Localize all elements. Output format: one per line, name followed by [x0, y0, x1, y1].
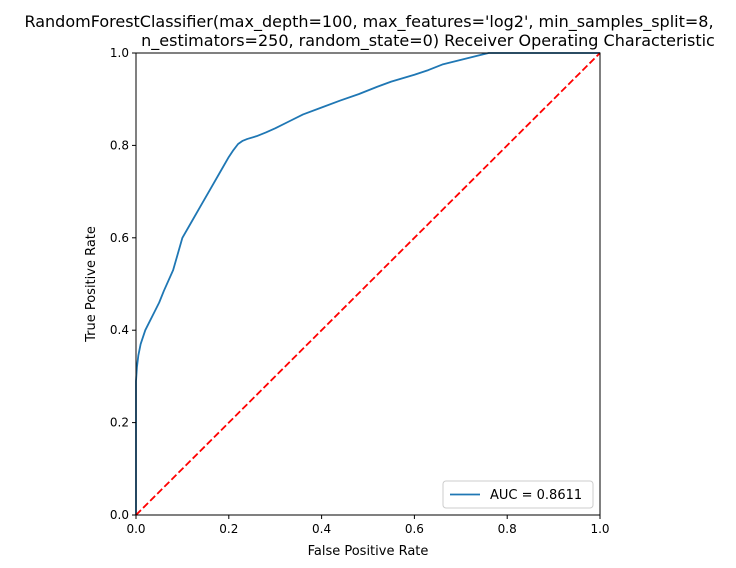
x-axis-ticks: 0.0 0.2 0.4 0.6 0.8 1.0 — [126, 515, 610, 536]
chart-title-line-2: n_estimators=250, random_state=0) Receiv… — [141, 31, 715, 51]
x-axis-label: False Positive Rate — [308, 544, 429, 559]
y-tick-label: 0.0 — [110, 508, 129, 522]
x-tick-label: 1.0 — [590, 522, 609, 536]
chance-diagonal-line — [135, 52, 601, 516]
plot-frame — [135, 52, 601, 516]
y-tick-label: 0.8 — [110, 138, 129, 152]
x-tick-label: 0.4 — [312, 522, 331, 536]
x-tick-label: 0.0 — [126, 522, 145, 536]
legend-box — [442, 480, 594, 509]
y-tick-label: 0.6 — [110, 231, 129, 245]
y-tick-label: 0.2 — [110, 416, 129, 430]
y-axis-label: True Positive Rate — [84, 226, 99, 343]
y-tick-label: 1.0 — [110, 46, 129, 60]
x-tick-label: 0.8 — [498, 522, 517, 536]
plot-lines — [135, 52, 601, 516]
x-tick-label: 0.6 — [405, 522, 424, 536]
x-tick-label: 0.2 — [219, 522, 238, 536]
roc-curve-line — [135, 52, 600, 515]
y-axis-ticks: 0.0 0.2 0.4 0.6 0.8 1.0 — [110, 46, 136, 522]
legend: AUC = 0.8611 — [442, 480, 594, 509]
chart-title-line-1: RandomForestClassifier(max_depth=100, ma… — [24, 12, 713, 32]
y-tick-label: 0.4 — [110, 323, 129, 337]
legend-label: AUC = 0.8611 — [490, 488, 582, 503]
